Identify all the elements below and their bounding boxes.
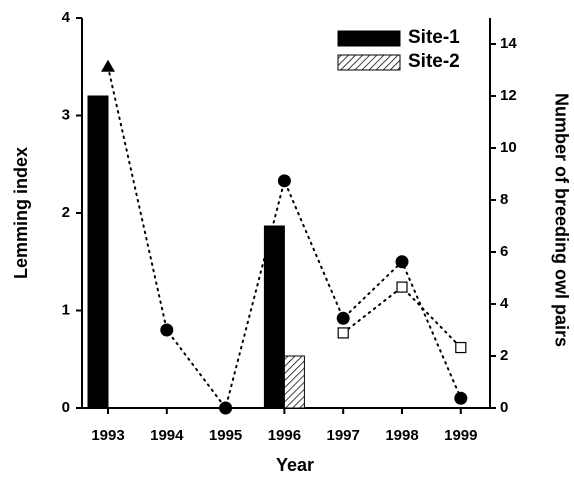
marker — [337, 327, 349, 339]
x-tick-label: 1997 — [327, 427, 360, 444]
y2-axis-label: Number of breeding owl pairs — [551, 93, 571, 347]
x-tick-label: 1998 — [385, 427, 418, 444]
x-tick-label: 1993 — [91, 427, 124, 444]
y-tick-label: 3 — [62, 106, 70, 123]
line — [342, 285, 462, 349]
marker — [455, 341, 467, 354]
bar — [283, 355, 305, 409]
marker — [336, 311, 350, 325]
y-tick-label: 0 — [62, 399, 70, 416]
marker — [396, 281, 408, 293]
marker — [277, 174, 291, 188]
legend-swatch — [337, 30, 401, 47]
x-tick-label: 1995 — [209, 427, 242, 444]
y2-tick-label: 12 — [500, 87, 517, 104]
y-tick-label: 2 — [62, 204, 70, 221]
y2-tick-label: 0 — [500, 399, 508, 416]
marker — [219, 401, 233, 415]
y-tick-label: 1 — [62, 301, 70, 318]
legend-label: Site-1 — [408, 27, 460, 48]
marker — [101, 59, 115, 72]
marker — [160, 323, 174, 337]
y2-tick-label: 2 — [500, 347, 508, 364]
marker — [395, 255, 409, 269]
legend-swatch — [337, 54, 401, 71]
x-tick-label: 1999 — [444, 427, 477, 444]
bar — [263, 225, 285, 409]
x-tick-label: 1994 — [150, 427, 184, 444]
legend-label: Site-2 — [408, 51, 460, 72]
x-axis-label: Year — [276, 455, 314, 475]
y2-tick-label: 8 — [500, 191, 508, 208]
x-tick-label: 1996 — [268, 427, 301, 444]
y2-tick-label: 6 — [500, 243, 508, 260]
y-axis-label: Lemming index — [11, 147, 31, 279]
y2-tick-label: 14 — [500, 35, 517, 52]
y-tick-label: 4 — [62, 9, 71, 26]
marker — [454, 391, 468, 405]
bar — [87, 95, 109, 409]
y2-tick-label: 4 — [500, 295, 509, 312]
y2-tick-label: 10 — [500, 139, 517, 156]
